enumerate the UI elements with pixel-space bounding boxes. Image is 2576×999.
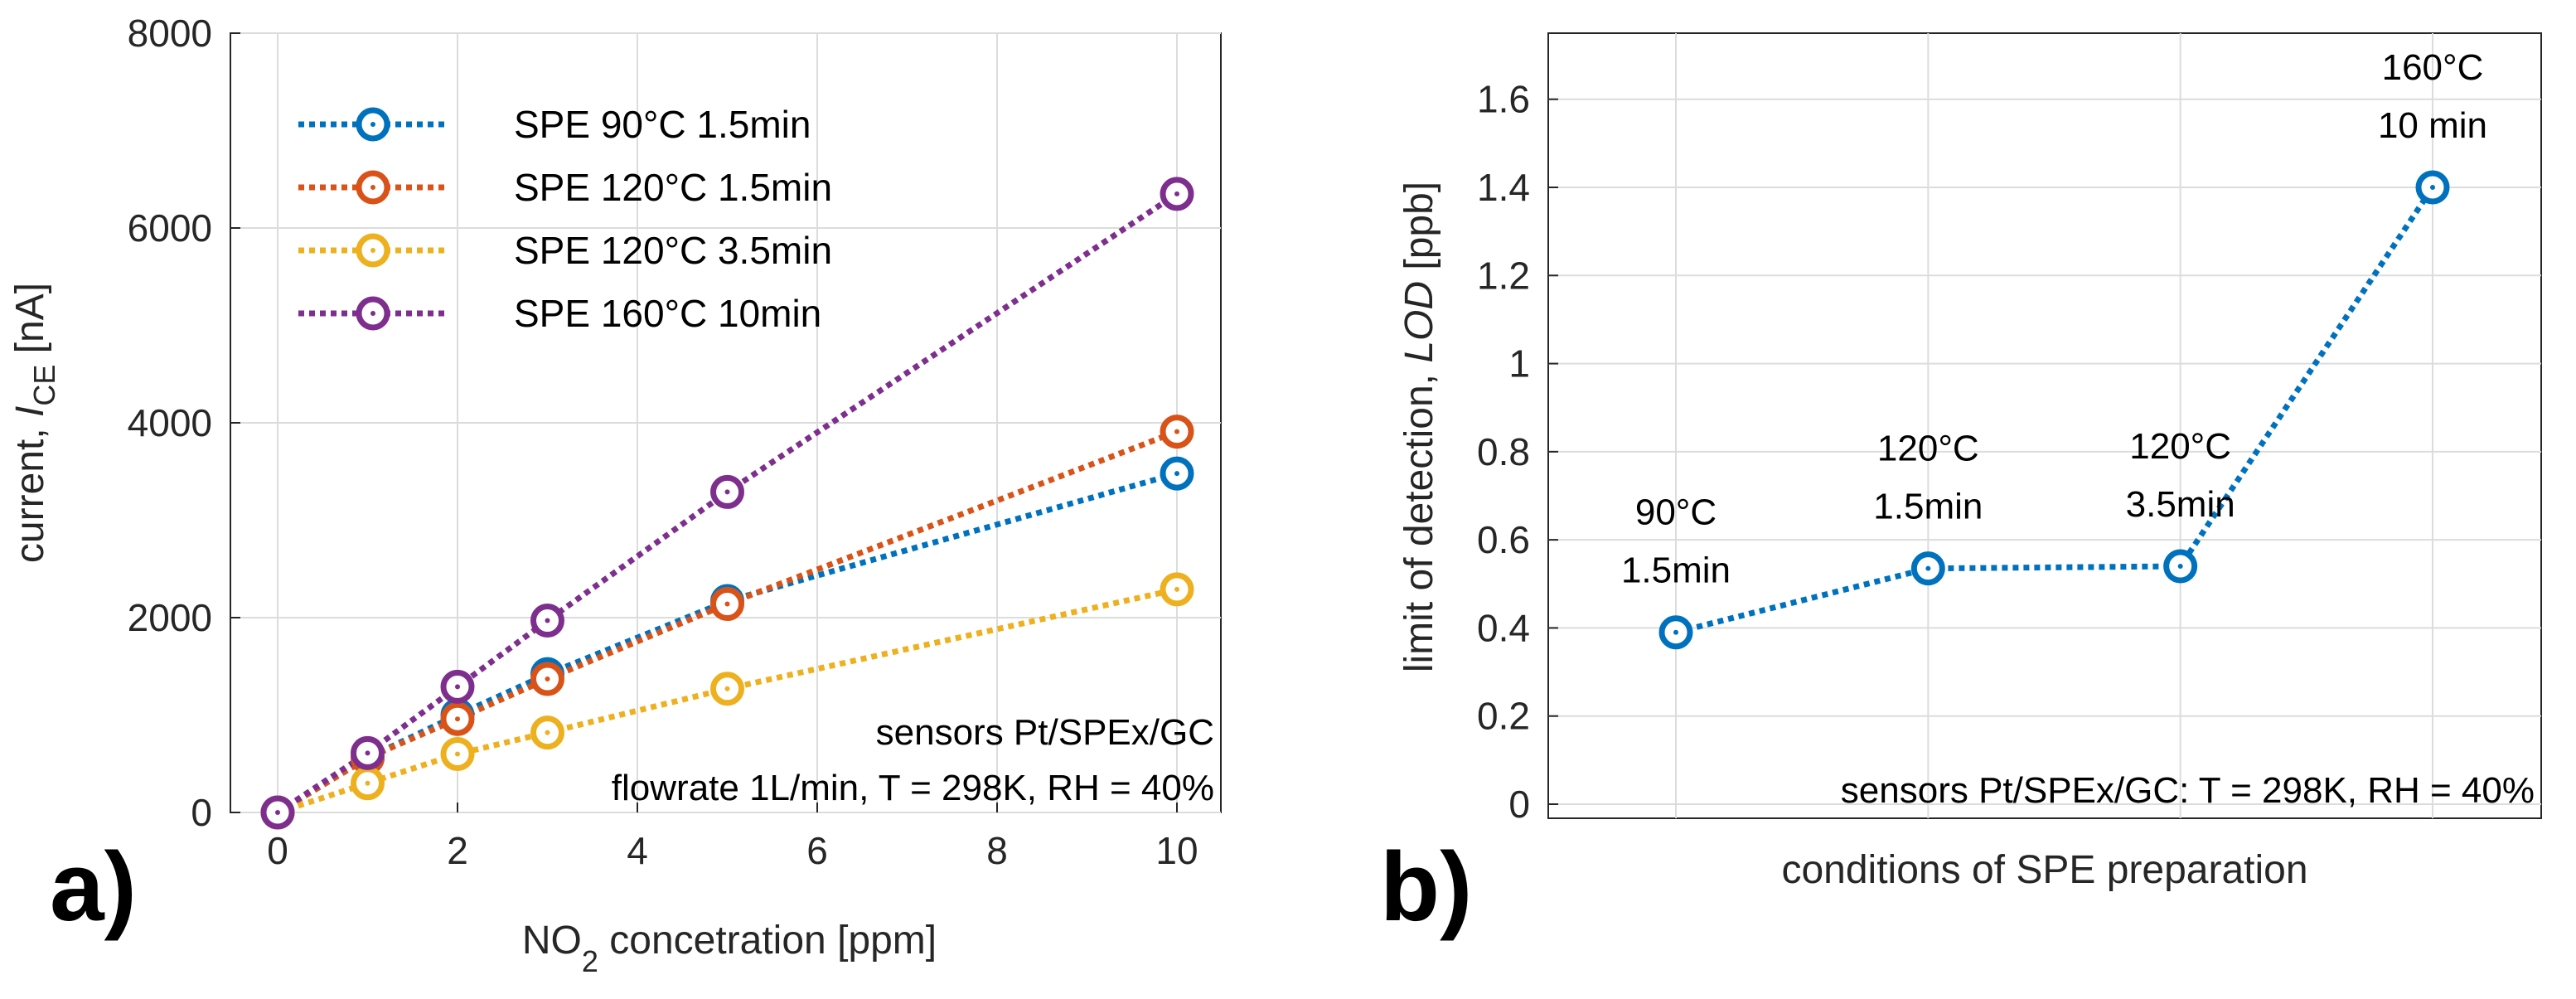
chart-a-point-center-3-2 — [455, 684, 460, 690]
chart-a-legend-label-2: SPE 120°C 3.5min — [514, 229, 832, 272]
chart-b-y-tick-label-8: 1.6 — [1477, 78, 1530, 121]
chart-a-annotation-2: flowrate 1L/min, T = 298K, RH = 40% — [612, 768, 1214, 808]
chart-b-x-axis-label: conditions of SPE preparation — [1781, 848, 2307, 892]
chart-a-ylabel-sub: CE — [27, 365, 61, 406]
chart-a-xlabel-main: NO — [522, 919, 582, 963]
chart-a-series-line-1 — [276, 429, 1179, 815]
chart-a-y-tick-label-4: 8000 — [128, 12, 212, 55]
chart-a-x-ticks: 0 2 4 6 8 10 — [267, 803, 1198, 872]
chart-a-legend-marker-center-0 — [370, 122, 375, 127]
chart-a-legend-label-1: SPE 120°C 1.5min — [514, 166, 832, 209]
chart-a-x-tick-label-5: 10 — [1155, 829, 1198, 872]
chart-b-y-tick-label-0: 0 — [1508, 783, 1530, 826]
chart-a-x-tick-label-1: 2 — [447, 829, 468, 872]
chart-a-point-center-2-2 — [455, 751, 460, 757]
chart-a-y-tick-label-2: 4000 — [128, 401, 212, 444]
chart-a-point-center-3-1 — [365, 750, 370, 756]
chart-b-y-tick-label-4: 0.8 — [1477, 430, 1530, 473]
chart-a-y-tick-label-1: 2000 — [128, 596, 212, 639]
chart-a-point-center-2-5 — [1174, 586, 1179, 592]
chart-b-series — [1658, 170, 2450, 650]
chart-b-ylabel-main: limit of detection, — [1397, 363, 1441, 673]
chart-a-grid — [230, 32, 1221, 813]
chart-a-point-center-3-3 — [545, 618, 550, 623]
chart-a-x-tick-label-0: 0 — [267, 829, 288, 872]
chart-b-ylabel-italic: LOD — [1397, 281, 1441, 363]
chart-a-point-center-2-4 — [724, 686, 730, 691]
chart-a-xlabel-sub: 2 — [582, 944, 598, 978]
chart-a-legend-label-3: SPE 160°C 10min — [514, 292, 821, 335]
chart-a-y-tick-label-3: 6000 — [128, 206, 212, 250]
chart-a-ylabel-italic: I — [8, 406, 52, 417]
chart-b-y-tick-label-2: 0.4 — [1477, 606, 1530, 649]
chart-a-point-center-1-3 — [545, 677, 550, 682]
chart-a-y-tick-label-0: 0 — [191, 791, 212, 834]
chart-b-y-tick-label-5: 1 — [1508, 342, 1530, 386]
chart-b-point-label-line2-0: 1.5min — [1621, 550, 1731, 591]
chart-a-x-axis-label: NO2 concetration [ppm] — [522, 919, 937, 978]
chart-b-annotation: sensors Pt/SPEx/GC: T = 298K, RH = 40% — [1841, 770, 2535, 811]
chart-b-plot-area — [1547, 32, 2542, 819]
chart-b-point-label-line2-1: 1.5min — [1873, 487, 1983, 527]
chart-a-point-center-1-4 — [724, 601, 730, 607]
chart-a-legend-marker-center-3 — [370, 311, 375, 316]
chart-b-panel-label: b) — [1380, 832, 1472, 942]
chart-a-xlabel-rest: concetration [ppm] — [598, 919, 937, 963]
chart-b-point-center-1 — [1925, 565, 1931, 571]
chart-a-ylabel-main: current, — [8, 417, 52, 563]
chart-b-ylabel-rest: [ppb] — [1397, 182, 1441, 281]
chart-a-legend-marker-center-1 — [370, 185, 375, 190]
chart-b-y-tick-label-6: 1.2 — [1477, 254, 1530, 297]
chart-a-point-center-2-3 — [545, 730, 550, 735]
chart-a-annotation-1: sensors Pt/SPEx/GC — [876, 712, 1214, 753]
chart-a-x-tick-label-3: 6 — [806, 829, 828, 872]
chart-b-point-labels: 90°C 1.5min 120°C 1.5min 120°C 3.5min 160°C 10 … — [1621, 47, 2487, 591]
chart-b-grid — [1548, 33, 2541, 818]
chart-a-x-tick-label-4: 8 — [986, 829, 1008, 872]
chart-b-point-center-3 — [2430, 185, 2435, 190]
chart-b-point-label-line1-1: 120°C — [1877, 429, 1979, 469]
chart-b-point-label-line1-2: 120°C — [2129, 426, 2231, 467]
chart-b-y-ticks: 0 0.2 0.4 0.6 0.8 1 1.2 1.4 1.6 — [1477, 78, 1558, 826]
chart-b-y-tick-label-7: 1.4 — [1477, 166, 1530, 209]
chart-b-series-line — [1675, 186, 2435, 636]
chart-a-legend-label-0: SPE 90°C 1.5min — [514, 103, 811, 146]
chart-a-ylabel-rest: [nA] — [8, 283, 52, 365]
chart-a-legend-marker-center-2 — [370, 248, 375, 253]
chart-a-point-center-1-5 — [1174, 429, 1179, 434]
chart-b-point-label-line1-0: 90°C — [1635, 492, 1717, 533]
chart-a-point-center-0-5 — [1174, 471, 1179, 477]
chart-a-point-center-3-4 — [724, 489, 730, 495]
chart-a-point-center-2-1 — [365, 780, 370, 786]
chart-b-point-label-line1-3: 160°C — [2382, 47, 2484, 88]
chart-b: 0 0.2 0.4 0.6 0.8 1 1.2 1.4 1.6 90°C 1.5min 120°C 1… — [1380, 32, 2542, 942]
chart-b-y-tick-label-1: 0.2 — [1477, 695, 1530, 738]
chart-b-point-center-0 — [1673, 629, 1678, 635]
chart-b-y-tick-label-3: 0.6 — [1477, 518, 1530, 561]
chart-b-point-label-line2-2: 3.5min — [2126, 484, 2235, 525]
chart-b-y-axis-label: limit of detection, LOD [ppb] — [1397, 182, 1441, 672]
chart-a-point-center-3-5 — [1174, 191, 1179, 196]
chart-b-point-center-2 — [2177, 564, 2183, 570]
chart-a: 0 2 4 6 8 10 0 2000 4000 6000 8000 SPE 90°C 1.5mi… — [8, 12, 1222, 978]
chart-a-series — [260, 177, 1194, 830]
chart-a-point-center-3-0 — [275, 810, 280, 815]
chart-a-legend: SPE 90°C 1.5min SPE 120°C 1.5min SPE 120°C… — [298, 103, 832, 335]
chart-b-point-label-line2-3: 10 min — [2378, 105, 2487, 146]
chart-a-x-tick-label-2: 4 — [627, 829, 648, 872]
chart-a-y-axis-label: current, ICE [nA] — [8, 283, 61, 563]
chart-a-panel-label: a) — [50, 832, 137, 942]
chart-a-y-ticks: 0 2000 4000 6000 8000 — [128, 12, 240, 834]
chart-a-point-center-1-2 — [455, 716, 460, 722]
